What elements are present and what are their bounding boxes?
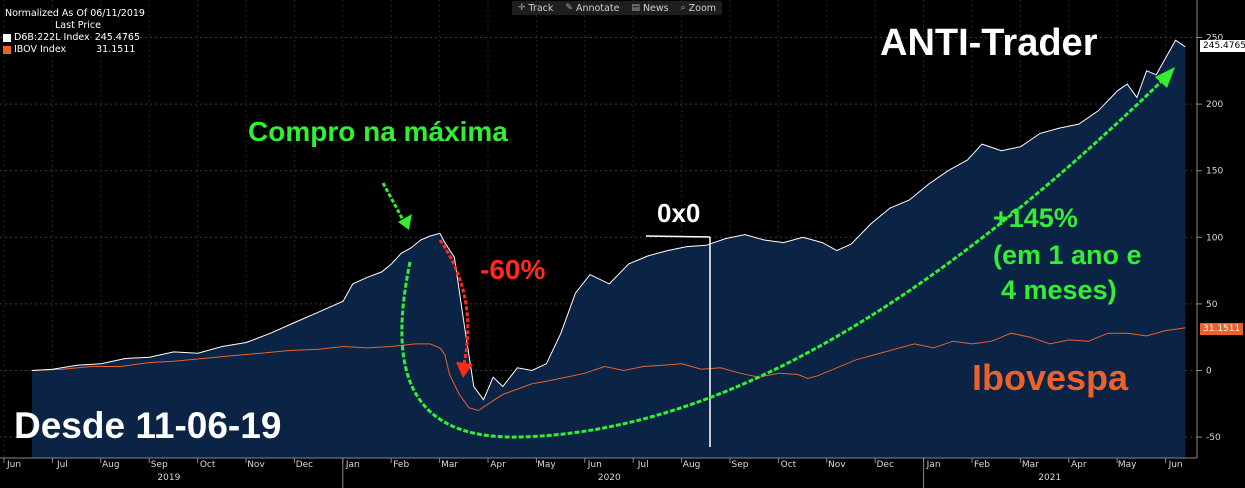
track-label: Track — [528, 2, 554, 14]
x-tick-label: May — [537, 460, 556, 470]
year-label: 2020 — [598, 473, 621, 483]
magnifier-icon: ⌕ — [680, 3, 686, 13]
news-label: News — [642, 2, 669, 14]
x-tick-label: Oct — [781, 460, 797, 470]
compro-arrow — [381, 182, 405, 221]
news-icon: ▤ — [631, 3, 640, 13]
drop-arrow — [438, 239, 470, 365]
x-tick-label: Sep — [151, 460, 168, 470]
drop-arrowhead — [456, 362, 473, 378]
zero-bracket-line — [645, 235, 711, 238]
x-tick-label: Jul — [56, 460, 68, 470]
x-tick-label: Dec — [876, 460, 893, 470]
chart-toolbar: ✛ Track ✎ Annotate ▤ News ⌕ Zoom — [512, 1, 723, 15]
legend-label-ibov: IBOV Index — [14, 44, 67, 55]
x-tick-label: Aug — [102, 460, 120, 470]
x-tick-label: Aug — [683, 460, 701, 470]
x-tick-label: Nov — [247, 460, 265, 470]
x-tick-label: Jun — [6, 460, 21, 470]
anti-trader-line — [31, 39, 1186, 401]
track-button[interactable]: ✛ Track — [512, 1, 559, 15]
anti-value-badge: 245.4765 — [1200, 40, 1245, 52]
x-tick-label: Jan — [345, 460, 360, 470]
compro-arrowhead — [398, 214, 412, 230]
ibov-value-badge: 31.1511 — [1200, 323, 1244, 335]
gain-period-line1: (em 1 ano e — [993, 240, 1142, 270]
annotate-button[interactable]: ✎ Annotate — [559, 1, 625, 15]
x-tick-label: Apr — [490, 460, 506, 470]
legend-label-anti: D6B:222L Index — [14, 32, 90, 43]
desde-label: Desde 11-06-19 — [14, 405, 282, 446]
compro-label: Compro na máxima — [248, 116, 508, 147]
x-tick-label: Mar — [1022, 460, 1039, 470]
year-label: 2019 — [157, 473, 180, 483]
zero-label: 0x0 — [657, 198, 701, 228]
x-tick-label: May — [1118, 460, 1137, 470]
ibovespa-label: Ibovespa — [972, 357, 1129, 398]
x-tick-label: Mar — [441, 460, 458, 470]
x-axis-ticks: Jun Jul Aug Sep Oct Nov Dec Jan Feb Mar Apr May Jun J… — [3, 458, 1183, 470]
year-label: 2021 — [1038, 473, 1061, 483]
drop-label: -60% — [480, 254, 546, 285]
legend-row-anti: D6B:222L Index 245.4765 — [3, 32, 145, 44]
annotate-label: Annotate — [575, 2, 620, 14]
x-tick-label: Dec — [296, 460, 313, 470]
x-tick-label: Feb — [974, 460, 990, 470]
y-tick-label: 150 — [1206, 167, 1223, 177]
legend-last-price: Last Price — [55, 20, 101, 31]
legend-value-anti: 245.4765 — [94, 32, 141, 43]
gain-arrow — [400, 76, 1167, 439]
x-tick-label: Sep — [732, 460, 749, 470]
gain-percent-label: +145% — [993, 203, 1078, 233]
legend: Normalized As Of 06/11/2019 Last Price D… — [3, 8, 145, 56]
gain-period-line2: 4 meses) — [1001, 275, 1117, 305]
news-button[interactable]: ▤ News — [625, 1, 674, 15]
anti-trader-title: ANTI-Trader — [880, 22, 1098, 64]
x-tick-label: Jun — [587, 460, 602, 470]
y-axis-ticks: 250 200 150 100 50 0 -50 — [1197, 34, 1223, 443]
zoom-button[interactable]: ⌕ Zoom — [675, 1, 722, 15]
y-tick-label: 50 — [1206, 300, 1218, 310]
legend-swatch-ibov — [3, 46, 11, 54]
x-tick-label: Apr — [1071, 460, 1087, 470]
legend-normalized: Normalized As Of 06/11/2019 — [5, 8, 145, 19]
y-tick-label: 100 — [1206, 233, 1223, 243]
y-tick-label: 250 — [1206, 34, 1223, 44]
pencil-icon: ✎ — [565, 3, 573, 13]
year-labels: 2019 2020 2021 — [157, 458, 1061, 488]
ibov-line — [31, 327, 1186, 412]
legend-row-ibov: IBOV Index 31.1511 — [3, 44, 145, 56]
x-tick-label: Feb — [393, 460, 409, 470]
x-tick-label: Jun — [1168, 460, 1183, 470]
x-tick-label: Jan — [926, 460, 941, 470]
crosshair-icon: ✛ — [518, 3, 526, 13]
x-tick-label: Jul — [637, 460, 649, 470]
anti-trader-area — [31, 40, 1186, 458]
zoom-label: Zoom — [688, 2, 717, 14]
y-tick-label: 200 — [1206, 100, 1223, 110]
gain-arrowhead — [1155, 67, 1175, 88]
y-tick-label: -50 — [1206, 433, 1221, 443]
legend-value-ibov: 31.1511 — [96, 44, 136, 55]
x-tick-label: Oct — [200, 460, 216, 470]
legend-swatch-anti — [3, 34, 11, 42]
y-tick-label: 0 — [1206, 367, 1212, 377]
x-tick-label: Nov — [828, 460, 846, 470]
